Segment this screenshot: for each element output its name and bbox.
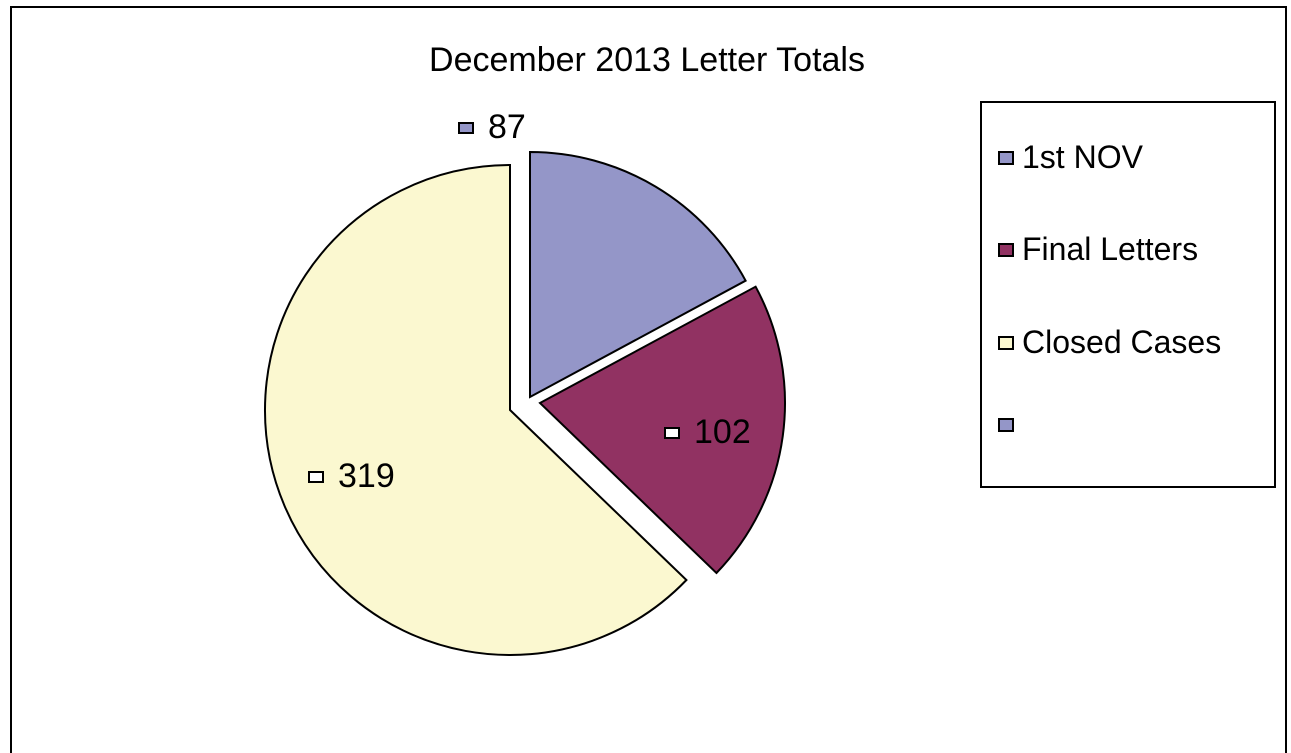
legend-item-1st-nov: 1st NOV [998,139,1143,176]
legend-label: Closed Cases [1022,324,1222,360]
data-label-value: 319 [338,457,395,495]
pie-slice-final-letters [538,285,786,575]
legend-key [998,242,1014,257]
data-label-closed-cases: 319 [308,457,395,496]
data-label-key [664,426,680,439]
data-label-key [458,121,474,134]
legend-label: Final Letters [1022,231,1199,267]
legend-key [998,335,1014,350]
legend-item-final-letters: Final Letters [998,231,1198,268]
data-label-value: 87 [488,108,526,146]
legend-item-blank [998,418,1022,432]
data-label-value: 102 [694,413,751,451]
chart-legend: 1st NOV Final Letters Closed Cases [980,101,1276,488]
pie-slice-closed-cases [264,163,688,656]
pie-slice-1st-nov [529,150,747,399]
legend-key [998,150,1014,165]
legend-label: 1st NOV [1022,139,1143,175]
legend-key [998,418,1014,432]
legend-item-closed-cases: Closed Cases [998,324,1221,361]
chart-title: December 2013 Letter Totals [429,41,865,79]
data-label-key [308,470,324,483]
data-label-1st-nov: 87 [458,108,526,147]
data-label-final-letters: 102 [664,413,751,452]
